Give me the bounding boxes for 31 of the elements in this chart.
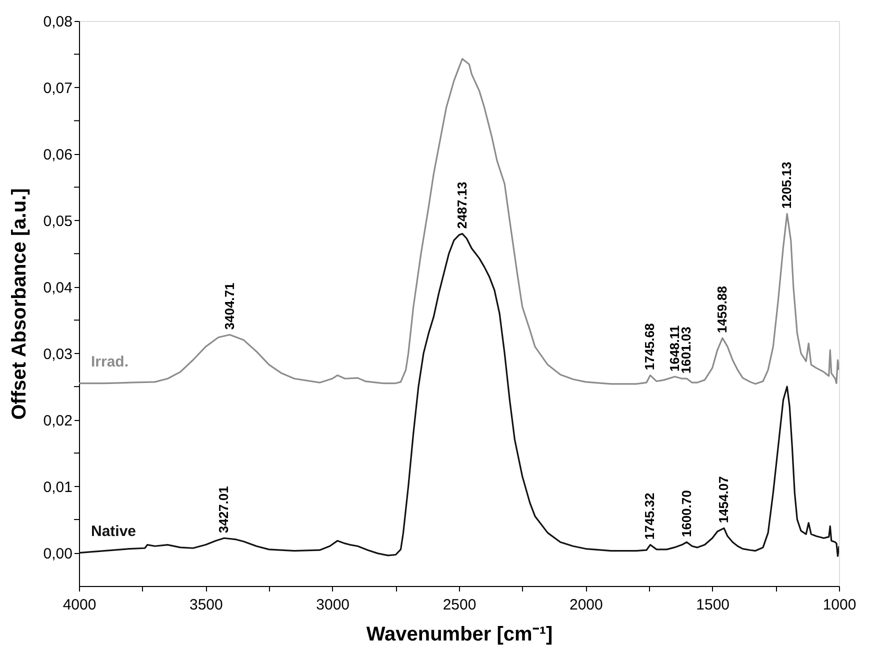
annotation: 1745.68 (642, 323, 658, 370)
x-axis-title: Wavenumber [cm⁻¹] (366, 624, 553, 646)
annotation: 1600.70 (678, 490, 694, 538)
y-tick-label: 0,01 (43, 478, 72, 496)
line-series (79, 232, 839, 557)
x-tick-label: 2500 (442, 596, 476, 614)
x-tick-label: 1000 (822, 596, 856, 614)
y-tick-label: 0,08 (43, 14, 72, 30)
series-label: Native (91, 522, 136, 540)
x-tick-label: 2000 (569, 596, 603, 614)
y-axis-title: Offset Absorbance [a.u.] (8, 188, 30, 420)
annotation: 2487.13 (454, 182, 470, 229)
x-tick-label: 3000 (316, 596, 350, 614)
y-tick-label: 0,02 (43, 412, 72, 430)
annotation: 1745.32 (642, 492, 658, 540)
x-tick-label: 4000 (62, 596, 96, 614)
x-tick-label: 3500 (189, 596, 223, 614)
annotation: 3427.01 (216, 486, 232, 534)
y-tick-label: 0,05 (43, 212, 72, 230)
y-tick-label: 0,07 (43, 80, 72, 97)
annotation: 1459.88 (714, 286, 730, 334)
y-tick-label: 0,04 (43, 279, 72, 296)
series-label: Irrad. (91, 353, 129, 370)
annotation: 1454.07 (716, 476, 731, 524)
y-tick-label: 0,03 (43, 346, 72, 363)
line-series (79, 58, 839, 385)
y-tick-label: 0,00 (43, 545, 72, 562)
y-tick-label: 0,06 (43, 146, 72, 164)
annotation: 3404.71 (222, 282, 237, 330)
annotation: 1205.13 (779, 162, 794, 209)
x-tick-label: 1500 (696, 596, 730, 614)
